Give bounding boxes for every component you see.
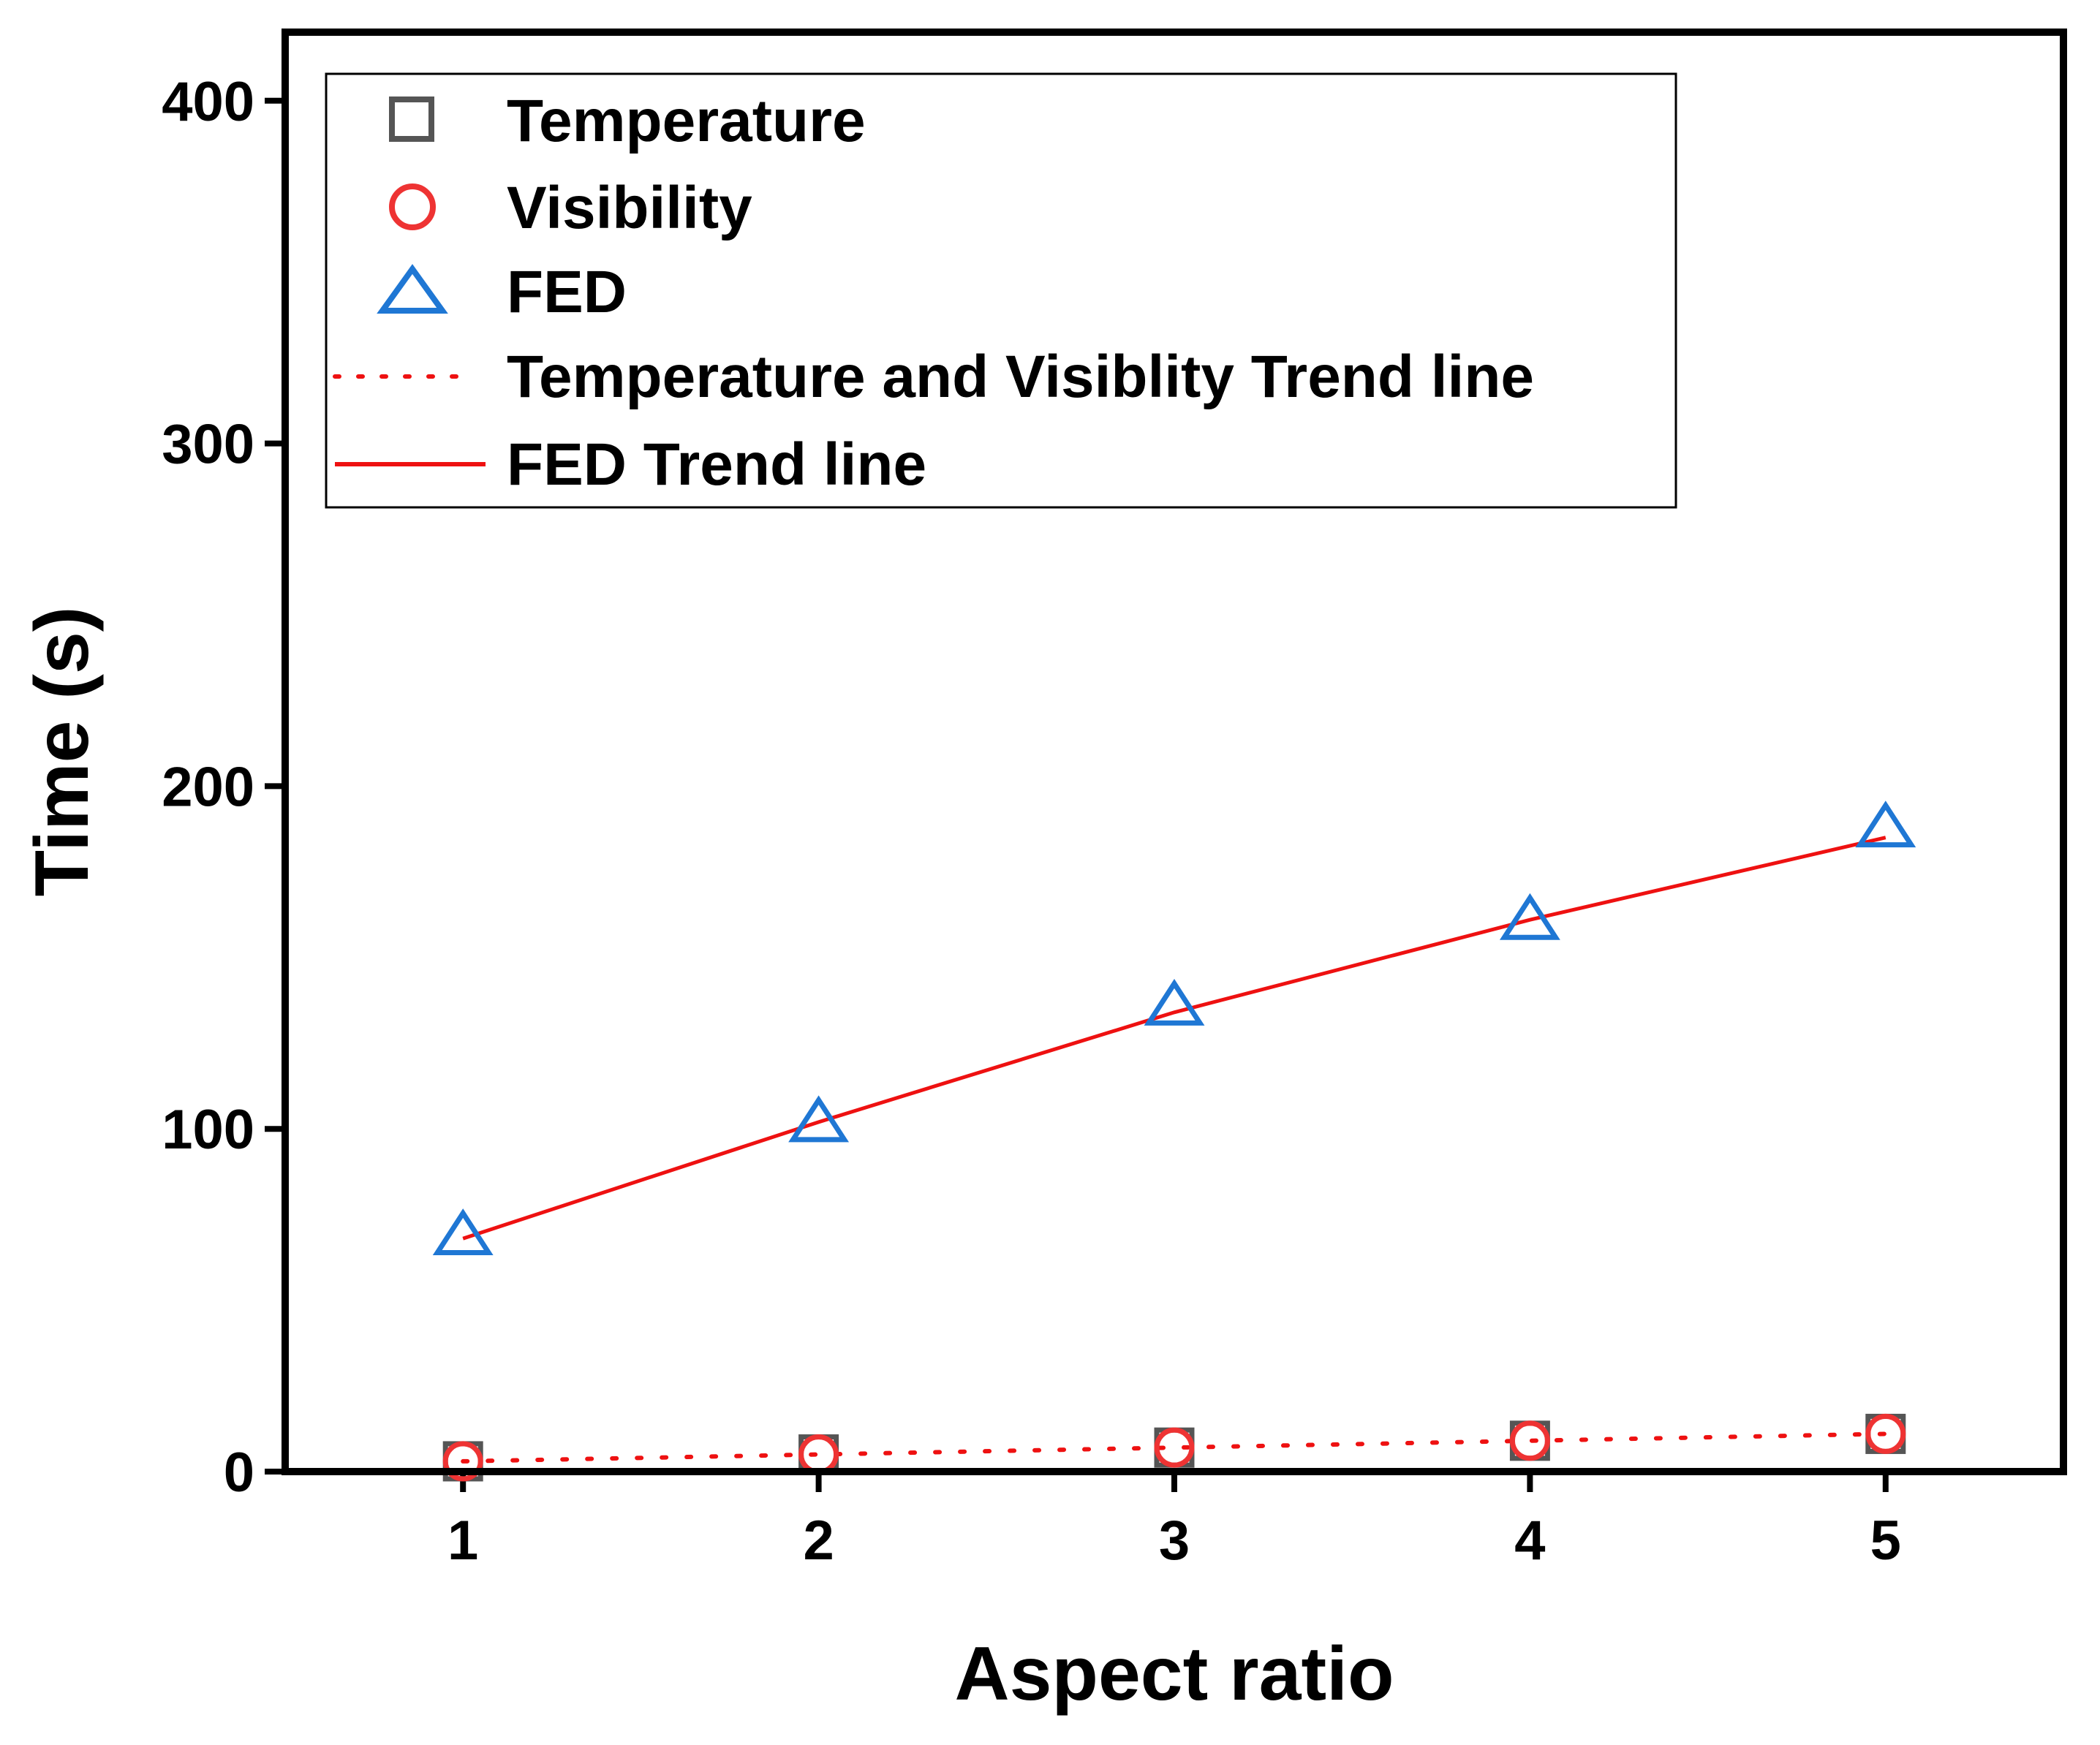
fed-point (788, 1095, 850, 1143)
data-markers (432, 800, 1916, 1482)
fed-point (432, 1208, 494, 1256)
fed-point (1144, 978, 1205, 1026)
visibility-point (1865, 1413, 1906, 1454)
x-tick-label: 2 (803, 1510, 834, 1572)
plot-frame (282, 29, 2067, 1475)
legend-marker-temperature (389, 96, 434, 142)
y-tick-label: 200 (162, 756, 254, 818)
x-tick-label: 1 (447, 1510, 478, 1572)
legend-label-fed: FED (507, 259, 627, 325)
legend-label-temp-vis-trend: Temperature and Visiblity Trend line (507, 344, 1534, 410)
fed-point (1499, 893, 1560, 940)
visibility-point (1154, 1427, 1195, 1468)
x-axis-ticks: 1 2 3 4 5 (447, 1472, 1901, 1572)
trend-lines (461, 836, 1888, 1464)
fed-point (1855, 800, 1916, 848)
y-tick-label: 400 (162, 71, 254, 133)
legend-label-fed-trend: FED Trend line (507, 431, 926, 498)
x-tick-label: 3 (1159, 1510, 1190, 1572)
y-tick-label: 0 (224, 1442, 254, 1504)
visibility-point (1509, 1420, 1550, 1461)
temp-vis-trend-line (461, 1431, 1888, 1464)
legend-marker-visibility (389, 183, 436, 230)
legend-label-temperature: Temperature (507, 88, 866, 154)
legend-box (325, 72, 1677, 509)
x-tick-label: 4 (1514, 1510, 1545, 1572)
y-tick-label: 100 (162, 1099, 254, 1161)
visibility-point (798, 1434, 839, 1475)
x-tick-label: 5 (1870, 1510, 1901, 1572)
y-tick-label: 300 (162, 414, 254, 476)
y-axis-ticks: 0 100 200 300 400 (162, 71, 285, 1504)
x-axis-title: Aspect ratio (954, 1632, 1394, 1716)
y-axis-title: Time (s) (20, 607, 105, 897)
fed-trend-line (462, 836, 1886, 1241)
legend-label-visibility: Visibility (507, 175, 752, 241)
legend: Temperature Visibility FED Temperature a… (325, 72, 1677, 509)
legend-marker-fed (377, 264, 448, 314)
visibility-point (442, 1441, 483, 1482)
